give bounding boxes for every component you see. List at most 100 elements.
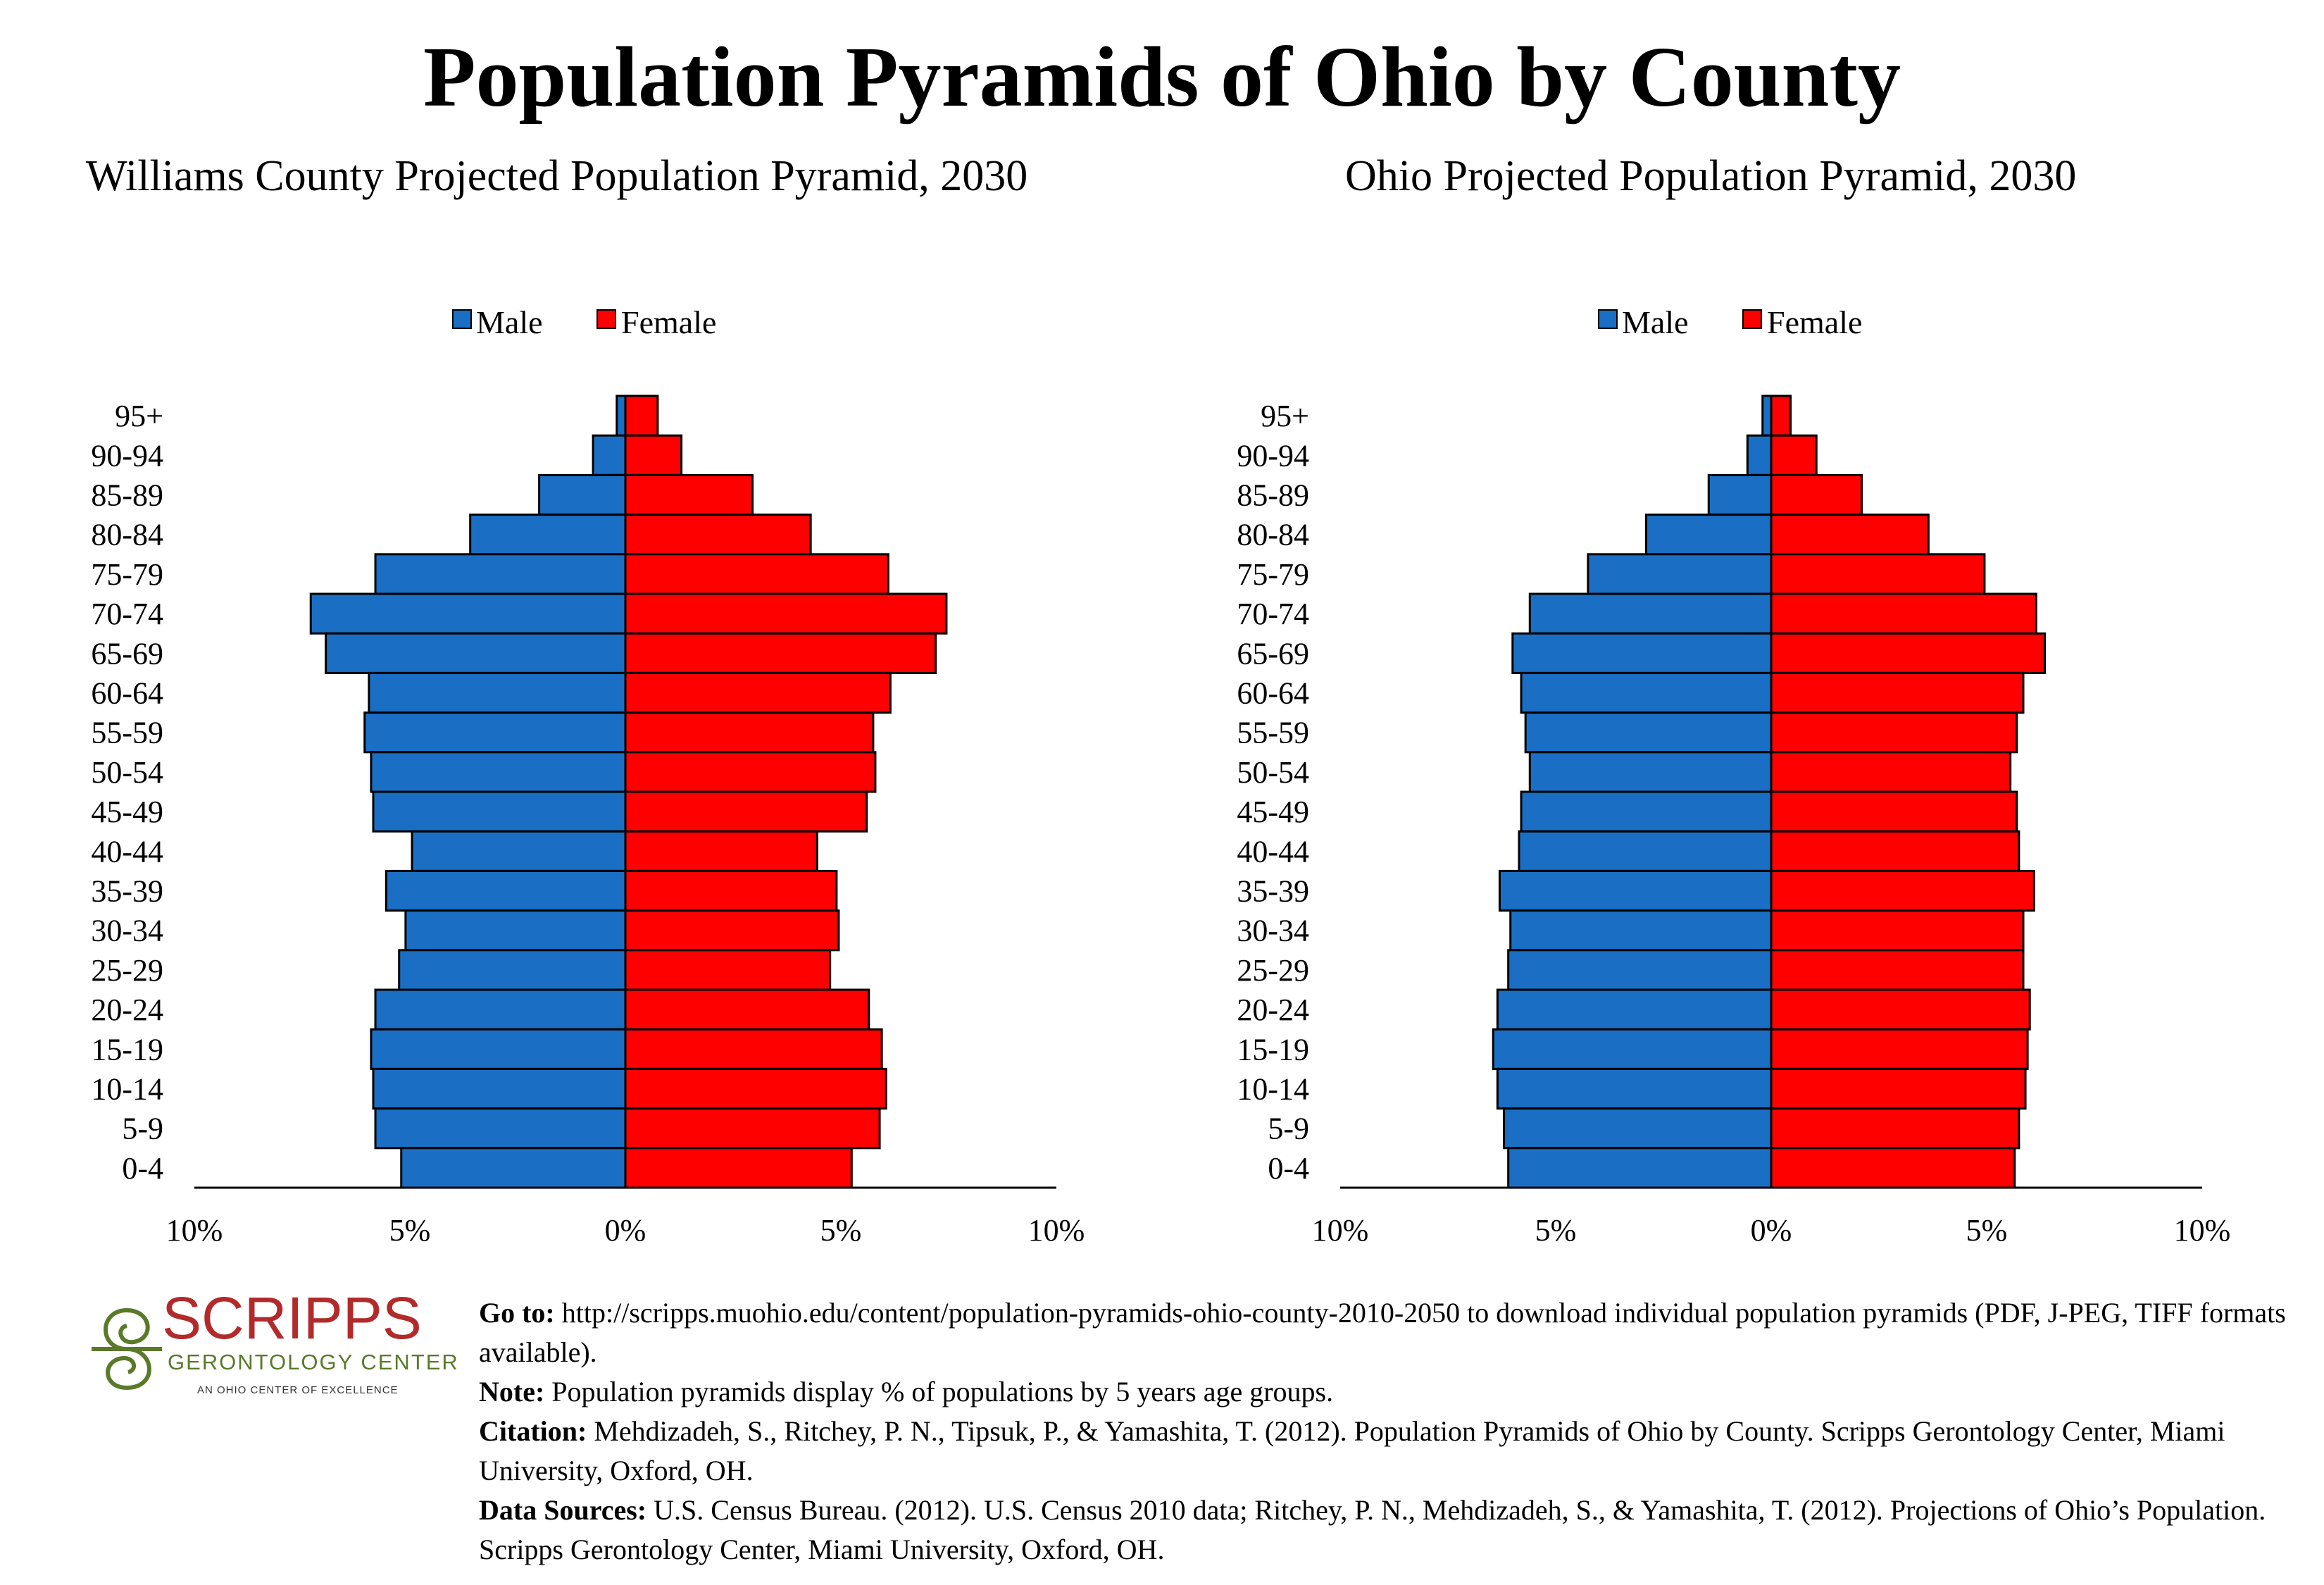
male-bar [372, 790, 627, 833]
female-bar [1770, 869, 2035, 912]
female-bar [624, 988, 870, 1031]
main-title: Population Pyramids of Ohio by County [423, 30, 1901, 125]
male-bar [1520, 671, 1773, 714]
goto-text: http://scripps.muohio.edu/content/popula… [479, 1297, 2286, 1368]
female-bar [624, 751, 877, 793]
female-bar [1770, 671, 2025, 714]
age-group-label: 55-59 [91, 716, 163, 750]
age-group-label: 10-14 [1237, 1072, 1309, 1107]
female-bar [1770, 553, 1986, 595]
citation-text: Mehdizadeh, S., Ritchey, P. N., Tipsuk, … [479, 1415, 2225, 1486]
x-tick-label: 10% [1312, 1213, 1369, 1248]
age-group-label: 50-54 [1237, 755, 1309, 790]
age-group-label: 70-74 [91, 597, 163, 631]
citation-line: Citation: Mehdizadeh, S., Ritchey, P. N.… [479, 1412, 2310, 1491]
legend-male-swatch [452, 309, 472, 329]
female-bar [624, 473, 754, 516]
male-bar [1507, 1147, 1773, 1189]
female-bar [1770, 592, 2037, 635]
age-group-label: 45-49 [1237, 795, 1309, 829]
age-group-label: 85-89 [1237, 478, 1309, 513]
age-group-label: 60-64 [91, 676, 163, 711]
legend-female-swatch [596, 309, 616, 329]
age-group-label: 90-94 [1237, 438, 1309, 473]
male-bar [1528, 751, 1773, 793]
female-bar [1770, 632, 2047, 674]
female-bar [1770, 434, 1818, 476]
age-group-label: 5-9 [122, 1112, 163, 1146]
male-bar [1707, 473, 1773, 516]
female-bar [1770, 473, 1863, 516]
male-bar [1528, 592, 1773, 635]
age-group-label: 40-44 [91, 834, 163, 869]
male-bar [592, 434, 627, 476]
age-group-label: 35-39 [91, 874, 163, 909]
female-bar [1770, 830, 2020, 872]
note-line: Note: Population pyramids display % of p… [479, 1372, 2310, 1412]
male-bar [404, 909, 627, 952]
age-group-label: 65-69 [1237, 636, 1309, 671]
chart-subtitle: Ohio Projected Population Pyramid, 2030 [1345, 152, 2076, 200]
logo-subtitle: GERONTOLOGY CENTER [168, 1350, 458, 1374]
male-bar [309, 592, 627, 635]
age-group-label: 25-29 [91, 953, 163, 988]
female-bar [1770, 988, 2031, 1031]
male-bar [1524, 711, 1773, 754]
male-bar [1509, 909, 1773, 952]
male-bar [411, 830, 627, 872]
age-group-label: 80-84 [1237, 518, 1309, 552]
sources-text: U.S. Census Bureau. (2012). U.S. Census … [479, 1494, 2266, 1565]
male-bar [1503, 1107, 1773, 1150]
age-group-label: 65-69 [91, 636, 163, 671]
female-bar [624, 790, 868, 833]
age-group-label: 75-79 [91, 557, 163, 592]
age-group-label: 95+ [115, 399, 163, 433]
female-bar [624, 592, 948, 635]
male-bar [1587, 553, 1773, 595]
male-bar [400, 1147, 627, 1189]
male-bar [372, 1067, 627, 1110]
female-bar [624, 949, 832, 991]
female-bar [1770, 1147, 2016, 1189]
age-group-label: 15-19 [1237, 1032, 1309, 1067]
male-bar [1498, 869, 1773, 912]
spiral-icon [92, 1307, 162, 1391]
female-bar [1770, 949, 2025, 991]
male-bar [1507, 949, 1773, 991]
x-tick-label: 5% [1535, 1213, 1577, 1248]
male-bar [1645, 514, 1773, 556]
male-bar [1761, 394, 1773, 437]
age-group-label: 0-4 [122, 1151, 163, 1186]
age-group-label: 50-54 [91, 755, 163, 790]
male-bar [1496, 1067, 1773, 1110]
age-group-label: 40-44 [1237, 834, 1309, 869]
legend-female-swatch [1742, 309, 1762, 329]
goto-label: Go to: [479, 1297, 555, 1329]
age-group-label: 60-64 [1237, 676, 1309, 711]
male-bar [385, 869, 627, 912]
x-tick-label: 5% [1966, 1213, 2008, 1248]
legend-female-label: Female [621, 304, 716, 340]
age-group-label: 80-84 [91, 518, 163, 552]
sources-label: Data Sources: [479, 1494, 647, 1526]
age-group-label: 45-49 [91, 795, 163, 829]
female-bar [624, 1147, 853, 1189]
footer-notes: Go to: http://scripps.muohio.edu/content… [479, 1293, 2310, 1570]
legend-male-label: Male [1622, 304, 1689, 340]
male-bar [1511, 632, 1773, 674]
male-bar [469, 514, 627, 556]
female-bar [1770, 1028, 2029, 1070]
female-bar [624, 830, 818, 872]
age-group-label: 70-74 [1237, 597, 1309, 631]
male-bar [398, 949, 627, 991]
male-bar [370, 1028, 627, 1070]
goto-line: Go to: http://scripps.muohio.edu/content… [479, 1293, 2310, 1372]
logo-tagline: AN OHIO CENTER OF EXCELLENCE [197, 1384, 399, 1396]
x-tick-label: 5% [820, 1213, 862, 1248]
citation-label: Citation: [479, 1415, 587, 1447]
male-bar [1520, 790, 1773, 833]
female-bar [1770, 1067, 2027, 1110]
male-bar [374, 988, 627, 1031]
female-bar [1770, 514, 1930, 556]
